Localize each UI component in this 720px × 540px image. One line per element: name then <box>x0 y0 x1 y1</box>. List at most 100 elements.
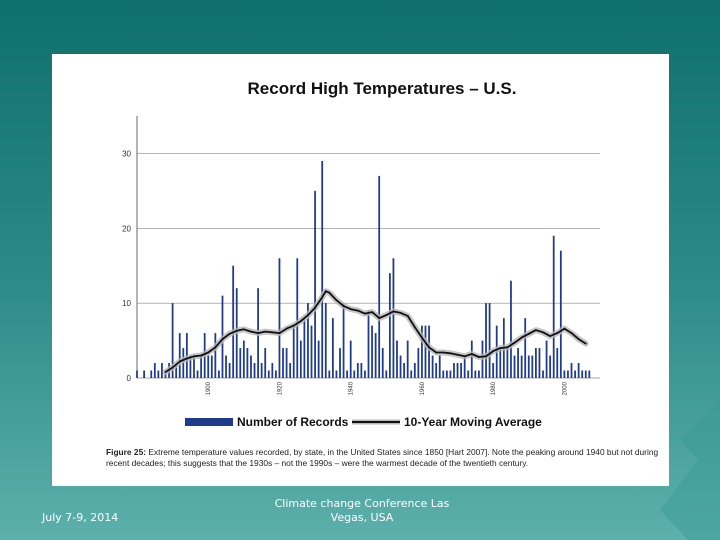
bar <box>374 333 377 378</box>
bar <box>506 348 509 378</box>
x-tick-label: 1940 <box>349 381 355 395</box>
moving-average-point <box>435 351 438 354</box>
bar <box>264 348 267 378</box>
bar <box>478 370 480 378</box>
moving-average-point <box>278 332 281 334</box>
y-tick-label: 0 <box>127 374 132 383</box>
moving-average-point <box>164 371 167 373</box>
bar <box>584 370 587 378</box>
bar <box>150 370 153 378</box>
moving-average-point <box>235 329 238 332</box>
bar <box>210 355 213 378</box>
bar <box>225 355 227 378</box>
bar <box>399 355 402 378</box>
moving-average-point <box>428 346 430 349</box>
bar <box>331 318 334 378</box>
bar <box>364 370 366 378</box>
bar <box>492 363 495 378</box>
bar <box>353 370 356 378</box>
bar <box>445 370 448 378</box>
bar <box>317 340 320 378</box>
bar <box>563 370 566 378</box>
x-tick-label: 1980 <box>491 381 497 395</box>
moving-average-point <box>584 342 587 345</box>
moving-average-point <box>221 338 224 340</box>
y-tick-labels: 0 10 20 30 <box>122 149 131 383</box>
moving-average-point <box>324 290 327 293</box>
bar <box>581 370 584 378</box>
bar <box>250 355 252 378</box>
bar <box>346 370 349 378</box>
bar <box>292 325 295 378</box>
moving-average-point <box>378 317 381 320</box>
moving-average-point <box>478 356 480 358</box>
decorative-corner-shape <box>660 400 720 540</box>
moving-average-point <box>392 310 395 313</box>
moving-average-point <box>406 314 409 317</box>
bar <box>403 363 406 378</box>
bar <box>193 355 195 378</box>
bar <box>388 273 391 378</box>
moving-average-point <box>328 291 331 294</box>
moving-average-point <box>485 355 487 358</box>
moving-average-point <box>413 326 416 328</box>
caption-label: Figure 25: <box>106 447 147 457</box>
moving-average-point <box>356 309 359 312</box>
bar <box>435 363 438 378</box>
bar <box>559 250 562 378</box>
bar <box>567 370 569 378</box>
moving-average-point <box>492 350 495 352</box>
bar <box>488 303 491 378</box>
moving-average-point <box>307 314 309 317</box>
bar <box>542 370 544 378</box>
bar <box>552 235 555 378</box>
bar <box>438 355 441 378</box>
x-tick-label: 1900 <box>206 381 212 395</box>
bar <box>285 348 288 378</box>
bar <box>371 325 373 378</box>
bar <box>549 355 552 378</box>
moving-average-point <box>171 366 174 369</box>
caption-text: Extreme temperature values recorded, by … <box>106 447 659 468</box>
bar <box>453 363 455 378</box>
bar <box>499 348 502 378</box>
moving-average-point <box>285 327 288 330</box>
moving-average-point <box>549 335 552 337</box>
bar <box>275 370 277 378</box>
bar <box>556 348 559 378</box>
legend-swatch-bars <box>185 418 233 426</box>
moving-average-point <box>527 332 530 335</box>
moving-average-point <box>506 346 509 349</box>
bar <box>171 303 174 378</box>
moving-average-point <box>207 351 210 354</box>
bar <box>535 348 537 378</box>
moving-average-point <box>371 311 373 314</box>
moving-average-point <box>250 330 252 333</box>
bar <box>381 348 384 378</box>
moving-average-series <box>162 288 589 375</box>
bar <box>246 348 249 378</box>
moving-average-point <box>570 332 573 334</box>
moving-average-point <box>314 306 316 309</box>
chart-figure: Record High Temperatures – U.S. 0 10 20 30 … <box>52 54 669 486</box>
bar <box>467 370 470 378</box>
moving-average-point <box>463 355 466 358</box>
bar <box>196 370 199 378</box>
moving-average-point <box>385 314 388 317</box>
bar <box>424 325 427 378</box>
bar <box>232 265 235 378</box>
bar <box>153 363 156 378</box>
bar <box>378 175 381 378</box>
bar <box>278 258 281 378</box>
footer-date: July 7-9, 2014 <box>42 511 119 524</box>
bar <box>339 348 341 378</box>
bar <box>577 363 580 378</box>
x-tick-label: 1960 <box>420 381 426 395</box>
bar <box>239 348 242 378</box>
moving-average-point <box>442 351 445 354</box>
bar <box>449 370 452 378</box>
bar <box>385 370 388 378</box>
moving-average-point <box>271 331 274 334</box>
bar <box>328 370 331 378</box>
bar <box>260 363 263 378</box>
